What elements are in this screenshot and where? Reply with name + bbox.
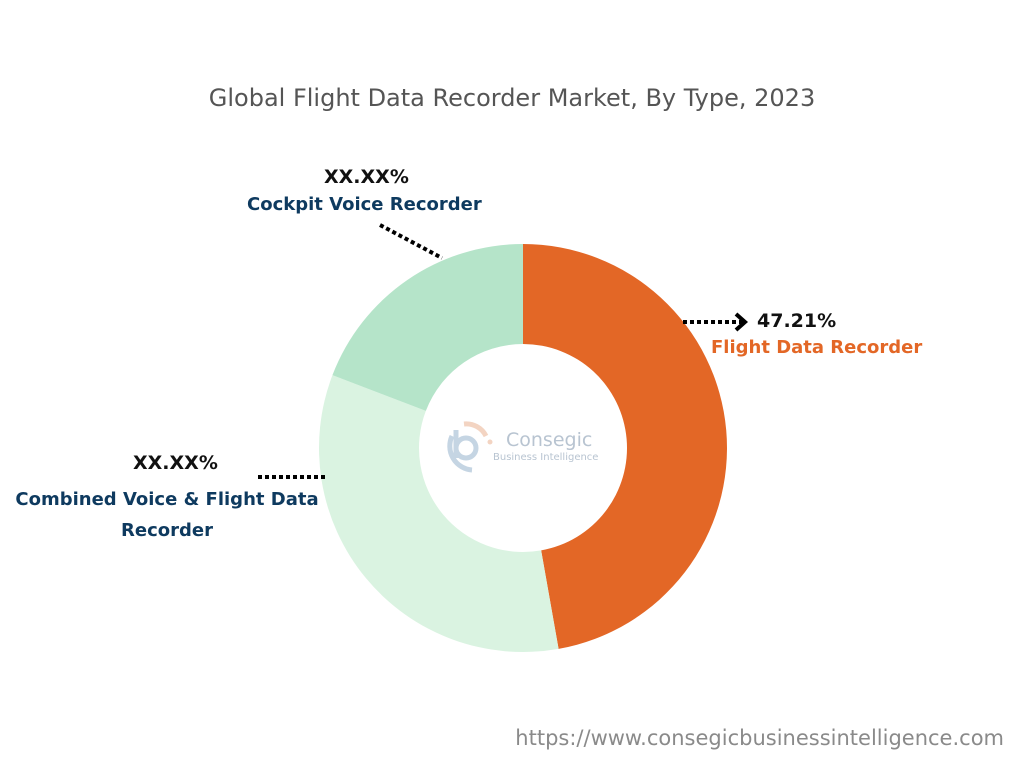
cockpit-percent-label: XX.XX% — [324, 166, 409, 188]
flight-data-percent-label: 47.21% — [757, 310, 837, 332]
leader-line-cockpit — [379, 223, 443, 260]
combined-name-label: Combined Voice & Flight Data Recorder — [15, 489, 319, 541]
svg-text:Consegic: Consegic — [506, 429, 592, 451]
flight-data-name-label: Flight Data Recorder — [711, 337, 923, 358]
donut-slice-flight-data-recorder — [523, 244, 728, 649]
arrow-head-icon — [734, 312, 749, 332]
cockpit-name-label: Cockpit Voice Recorder — [247, 194, 482, 215]
combined-percent-label: XX.XX% — [133, 452, 218, 474]
donut-slice-combined-voice-flight-data-recorder — [319, 375, 559, 652]
donut-slice-cockpit-voice-recorder — [332, 244, 523, 411]
chart-title: Global Flight Data Recorder Market, By T… — [208, 84, 816, 112]
consegic-logo-watermark: Consegic Business Intelligence — [442, 418, 612, 482]
svg-text:Business Intelligence: Business Intelligence — [493, 452, 598, 463]
source-url: https://www.consegicbusinessintelligence… — [515, 726, 1004, 750]
